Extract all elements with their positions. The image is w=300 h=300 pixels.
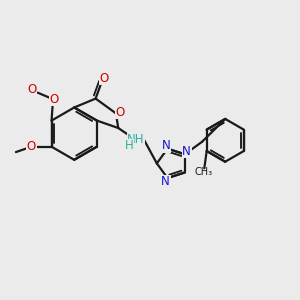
Text: O: O (99, 72, 109, 85)
Text: N: N (162, 139, 171, 152)
Text: NH: NH (127, 134, 145, 146)
Text: H: H (125, 139, 134, 152)
Text: CH₃: CH₃ (195, 167, 213, 177)
Text: O: O (27, 140, 36, 153)
Text: O: O (116, 106, 124, 119)
Text: O: O (28, 83, 37, 96)
Text: N: N (161, 175, 170, 188)
Text: N: N (182, 145, 191, 158)
Text: O: O (49, 93, 58, 106)
